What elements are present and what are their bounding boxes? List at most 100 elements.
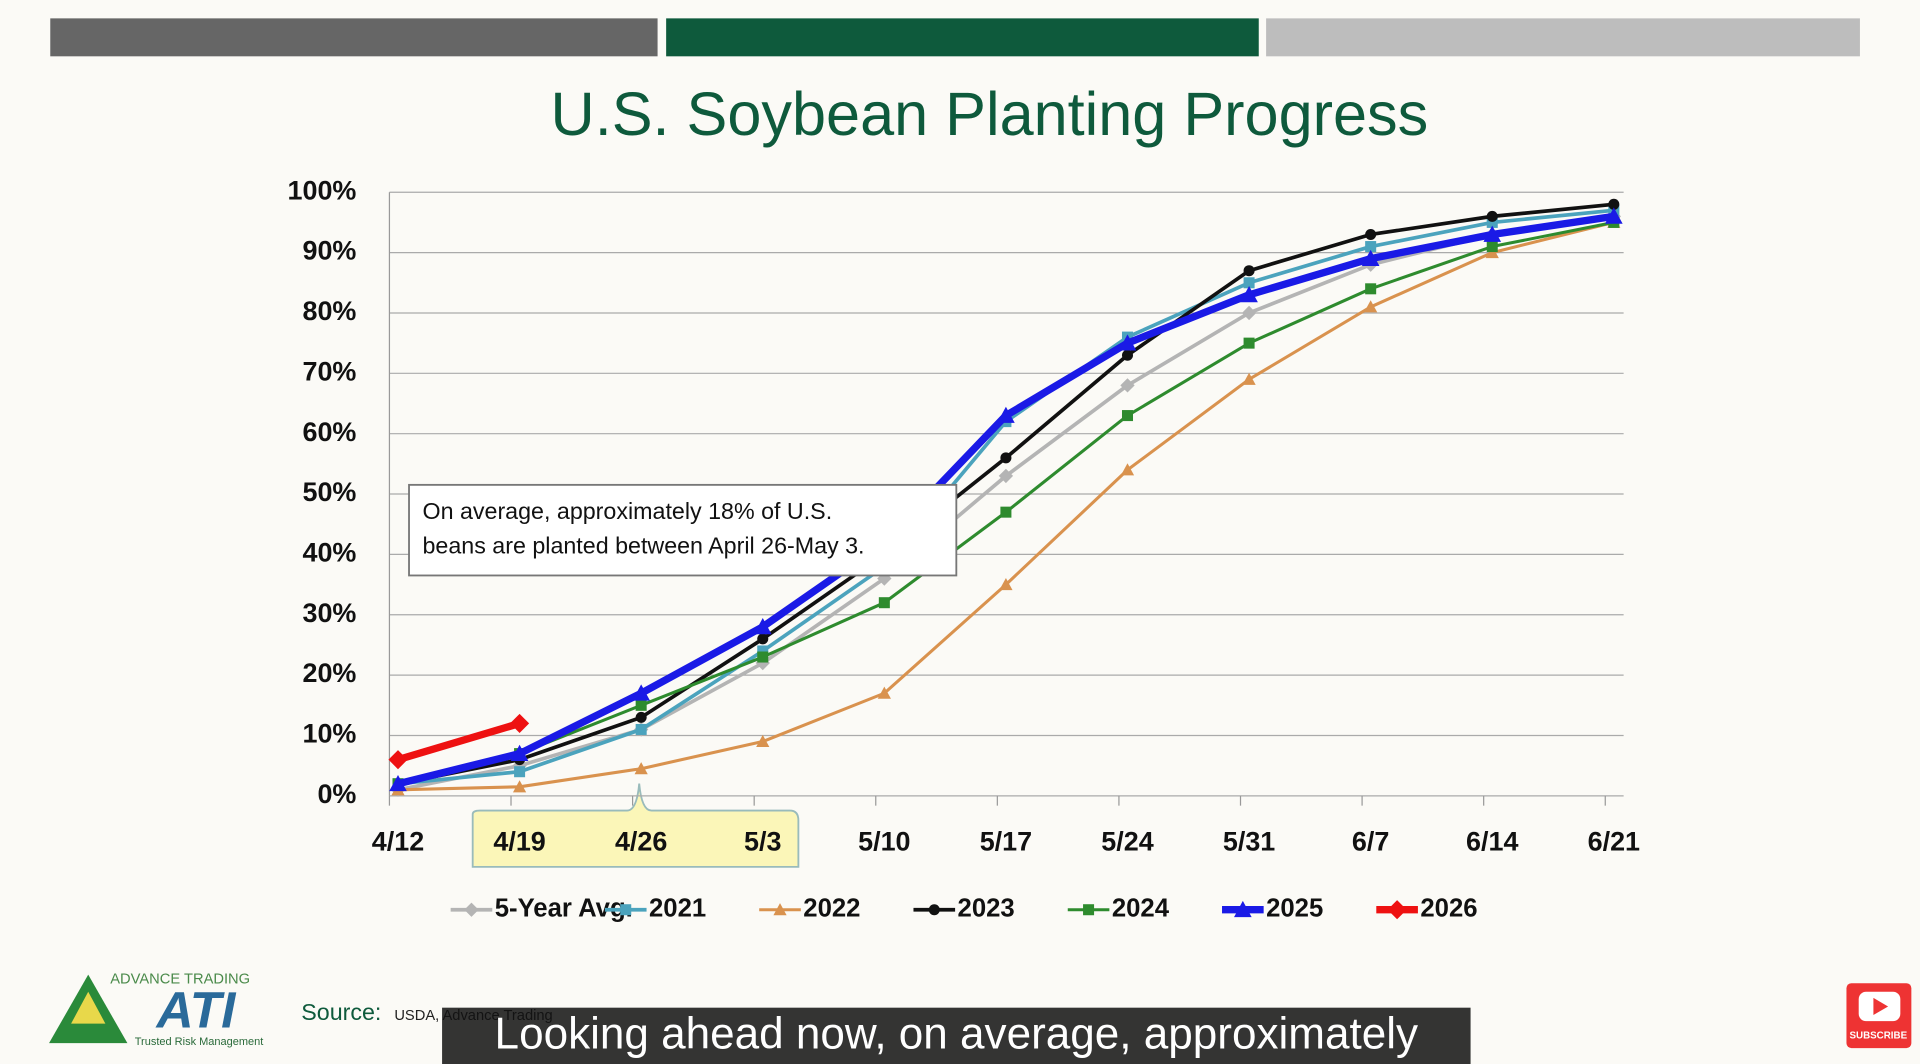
marker: [1000, 506, 1012, 518]
legend-label: 2022: [803, 895, 860, 923]
x-tick-label: 5/24: [1101, 827, 1153, 857]
marker: [1000, 452, 1012, 464]
marker: [635, 723, 647, 735]
logo: ADVANCE TRADING ATI Trusted Risk Managem…: [49, 971, 264, 1048]
x-tick-label: 4/12: [372, 827, 424, 857]
marker: [510, 744, 529, 761]
highlight-bracket: [471, 783, 800, 868]
marker: [1486, 210, 1498, 222]
marker: [389, 774, 407, 792]
marker: [1241, 305, 1257, 321]
marker: [1365, 283, 1377, 295]
legend-label: 2026: [1420, 895, 1477, 923]
marker: [1364, 300, 1378, 313]
marker: [753, 618, 772, 635]
x-tick-label: 5/31: [1223, 827, 1275, 857]
x-tick-label: 6/14: [1466, 827, 1518, 857]
marker: [1361, 249, 1380, 266]
y-tick-label: 60%: [302, 417, 356, 447]
y-tick-label: 70%: [302, 356, 356, 386]
top-bar: [50, 18, 658, 57]
legend-label: 2021: [649, 895, 706, 923]
logo-tagline: Trusted Risk Management: [135, 1036, 264, 1048]
play-icon: [1873, 997, 1889, 1016]
marker: [620, 904, 632, 916]
y-tick-label: 30%: [302, 598, 356, 628]
marker: [1243, 265, 1255, 277]
subscribe-button[interactable]: SUBSCRIBE: [1846, 983, 1912, 1049]
marker: [1083, 904, 1095, 916]
y-tick-label: 20%: [302, 658, 356, 688]
marker: [878, 597, 890, 609]
legend-label: 2025: [1266, 895, 1323, 923]
source-label: Source:: [301, 999, 381, 1025]
x-tick-label: 5/3: [744, 827, 781, 857]
marker: [1243, 277, 1255, 289]
marker: [1243, 337, 1255, 349]
marker: [514, 766, 526, 778]
marker: [1118, 334, 1137, 351]
marker: [1120, 463, 1135, 476]
marker: [510, 713, 530, 733]
y-tick-label: 40%: [302, 538, 356, 568]
logo-top: ADVANCE TRADING: [110, 971, 250, 987]
annotation-line: beans are planted between April 26-May 3…: [422, 532, 864, 558]
marker: [756, 734, 770, 748]
marker: [1240, 286, 1258, 303]
marker: [998, 468, 1014, 484]
subscribe-label: SUBSCRIBE: [1849, 1030, 1907, 1041]
marker: [757, 633, 769, 645]
y-tick-label: 80%: [302, 296, 356, 326]
y-tick-label: 0%: [317, 779, 356, 809]
top-bar: [1266, 18, 1860, 57]
caption: Looking ahead now, on average, approxima…: [495, 1010, 1419, 1059]
marker: [512, 780, 527, 793]
marker: [635, 711, 647, 723]
legend-label: 2023: [958, 895, 1015, 923]
marker: [1121, 349, 1134, 361]
legend: 5-Year Avg. 2021 2022 2023 2024 2025 2026: [450, 895, 1478, 923]
marker: [388, 750, 408, 770]
marker: [757, 645, 769, 657]
logo-name: ATI: [154, 980, 237, 1038]
marker: [999, 577, 1013, 591]
series-line: [396, 719, 521, 764]
marker: [1387, 900, 1407, 920]
x-tick-label: 6/21: [1588, 827, 1640, 857]
y-tick-label: 90%: [302, 236, 356, 266]
y-tick-label: 50%: [302, 477, 356, 507]
marker: [1608, 198, 1620, 210]
plot: 0% 10% 20% 30% 40% 50% 60% 70% 80% 90% 100% 4/12 4/1…: [288, 175, 1641, 856]
marker: [1486, 216, 1498, 228]
marker: [1234, 900, 1252, 918]
marker: [1120, 378, 1135, 393]
annotation-line: On average, approximately 18% of U.S.: [422, 498, 832, 524]
logo-mark: [71, 991, 106, 1024]
annotation-box: [408, 483, 958, 577]
top-bar: [666, 18, 1259, 57]
x-tick-label: 6/7: [1352, 827, 1389, 857]
marker: [1242, 372, 1256, 385]
marker: [757, 651, 769, 663]
x-tick-label: 4/26: [615, 827, 667, 857]
chart-title: U.S. Soybean Planting Progress: [551, 80, 1429, 148]
annotation: On average, approximately 18% of U.S. be…: [408, 483, 958, 577]
marker: [635, 699, 647, 711]
marker: [928, 904, 940, 916]
marker: [997, 406, 1015, 423]
marker: [1605, 207, 1623, 224]
marker: [634, 762, 648, 775]
marker: [1365, 241, 1377, 253]
x-tick-label: 5/10: [858, 827, 910, 857]
marker: [464, 902, 479, 917]
marker: [1486, 241, 1498, 253]
marker: [1365, 228, 1377, 240]
marker: [773, 903, 787, 916]
caption-bg: [442, 1007, 1471, 1064]
x-tick-label: 5/17: [980, 827, 1032, 857]
legend-label: 2024: [1112, 895, 1170, 923]
marker: [632, 684, 650, 701]
marker: [1483, 225, 1502, 242]
marker: [877, 686, 891, 699]
